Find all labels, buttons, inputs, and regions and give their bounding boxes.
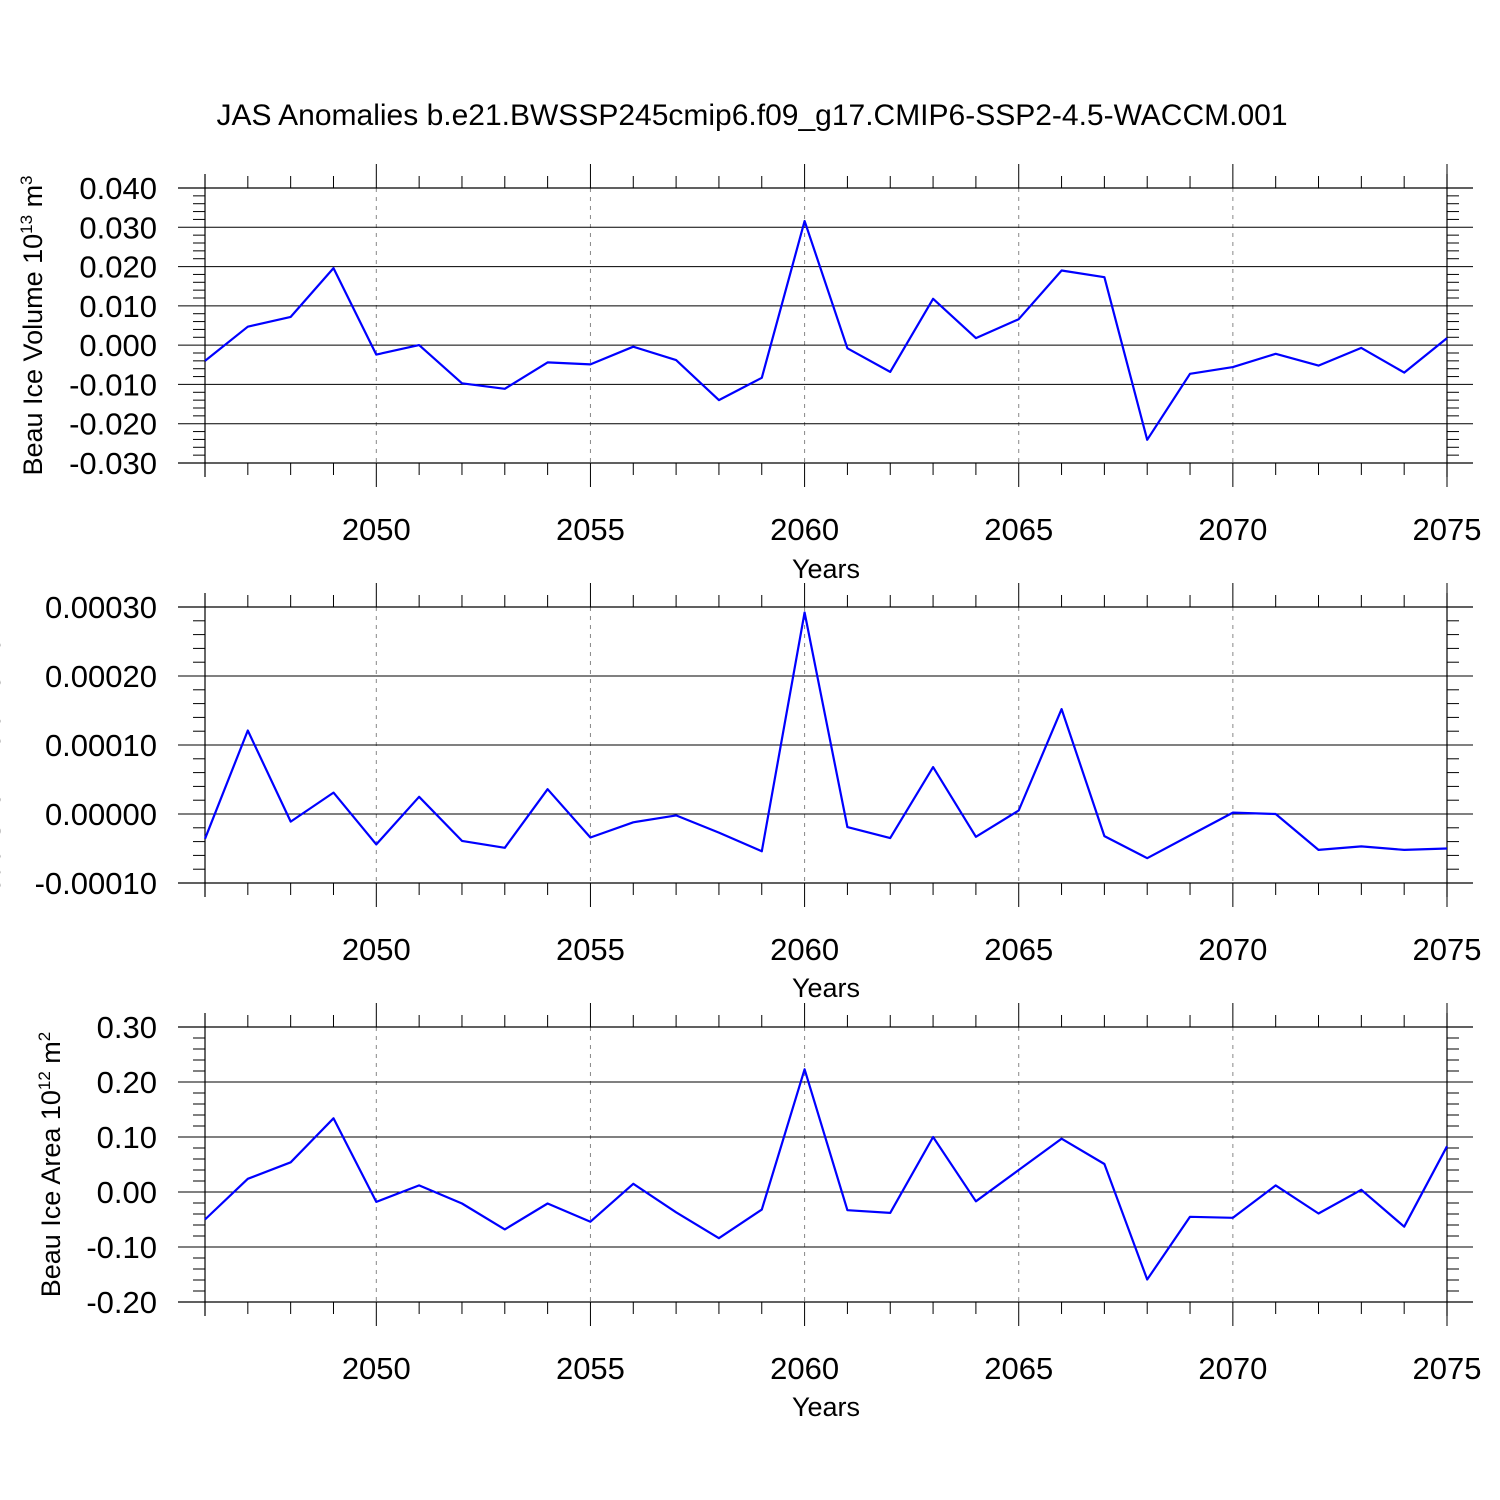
figure-title: JAS Anomalies b.e21.BWSSP245cmip6.f09_g1… — [216, 99, 1287, 132]
x-tick-label: 2050 — [342, 512, 411, 547]
y-axis-label: Beau Snow Volume 1013 m3 — [0, 579, 6, 911]
y-tick-label: 0.030 — [79, 210, 157, 245]
x-tick-label: 2060 — [770, 1351, 839, 1386]
y-axis-label-unit: m — [0, 589, 6, 619]
y-tick-label: 0.020 — [79, 250, 157, 285]
y-tick-label: -0.020 — [69, 407, 157, 442]
y-axis-label-text: Beau Snow Volume 10 — [0, 638, 6, 911]
chart-panels: -0.030 -0.020 -0.010 0.000 0.010 0.020 0.030 0.… — [0, 164, 1481, 1422]
x-tick-label: 2065 — [984, 1351, 1053, 1386]
y-tick-label: 0.00010 — [45, 728, 157, 763]
x-tick-label: 2075 — [1413, 512, 1482, 547]
y-tick-label: -0.010 — [69, 367, 157, 402]
chart-panel-3: -0.20 -0.10 0.00 0.10 0.20 0.30 2050 2055 2060 20… — [35, 1003, 1481, 1422]
y-tick-label: -0.20 — [86, 1285, 157, 1320]
y-axis-label-unit: m — [18, 185, 48, 215]
y-axis-label-unit-exponent: 2 — [35, 1032, 54, 1041]
y-axis-label: Beau Ice Volume 1013 m3 — [17, 175, 48, 475]
y-tick-label: 0.00020 — [45, 659, 157, 694]
series-line — [204, 219, 1448, 441]
y-axis-label-exponent: 13 — [17, 215, 36, 234]
y-tick-label: -0.10 — [86, 1230, 157, 1265]
y-axis-label-exponent: 12 — [35, 1071, 54, 1090]
x-tick-label: 2070 — [1198, 932, 1267, 967]
y-tick-label: 0.010 — [79, 289, 157, 324]
y-tick-label: -0.00010 — [35, 866, 157, 901]
x-tick-label: 2060 — [770, 932, 839, 967]
x-tick-label: 2070 — [1198, 1351, 1267, 1386]
chart-panel-1: -0.030 -0.020 -0.010 0.000 0.010 0.020 0.030 0.… — [17, 164, 1481, 584]
y-tick-label: 0.000 — [79, 328, 157, 363]
y-axis-label-unit-exponent: 3 — [17, 175, 36, 184]
y-axis-label: Beau Ice Area 1012 m2 — [35, 1032, 66, 1298]
x-axis-label: Years — [792, 554, 860, 584]
y-tick-label: 0.00000 — [45, 797, 157, 832]
x-axis-label: Years — [792, 973, 860, 1003]
chart-panel-2: -0.00010 0.00000 0.00010 0.00020 0.00030 2050… — [0, 579, 1482, 1003]
x-tick-label: 2055 — [556, 932, 625, 967]
y-axis-label-text: Beau Ice Area 10 — [36, 1090, 66, 1297]
x-tick-label: 2075 — [1413, 932, 1482, 967]
y-axis-label-text: Beau Ice Volume 10 — [18, 234, 48, 476]
y-axis-label-unit: m — [36, 1041, 66, 1071]
y-tick-label: 0.00030 — [45, 590, 157, 625]
series-line — [204, 1068, 1448, 1281]
x-tick-label: 2060 — [770, 512, 839, 547]
y-tick-label: 0.20 — [97, 1065, 157, 1100]
x-tick-label: 2075 — [1413, 1351, 1482, 1386]
x-tick-label: 2070 — [1198, 512, 1267, 547]
series-line — [203, 611, 1448, 860]
x-tick-label: 2055 — [556, 1351, 625, 1386]
y-tick-label: 0.00 — [97, 1175, 157, 1210]
x-axis-label: Years — [792, 1392, 860, 1422]
x-tick-label: 2065 — [984, 512, 1053, 547]
y-tick-label: 0.040 — [79, 171, 157, 206]
x-tick-label: 2065 — [984, 932, 1053, 967]
y-tick-label: 0.10 — [97, 1120, 157, 1155]
x-tick-label: 2050 — [342, 1351, 411, 1386]
y-tick-label: -0.030 — [69, 446, 157, 481]
y-tick-label: 0.30 — [97, 1010, 157, 1045]
x-tick-label: 2050 — [342, 932, 411, 967]
x-tick-label: 2055 — [556, 512, 625, 547]
